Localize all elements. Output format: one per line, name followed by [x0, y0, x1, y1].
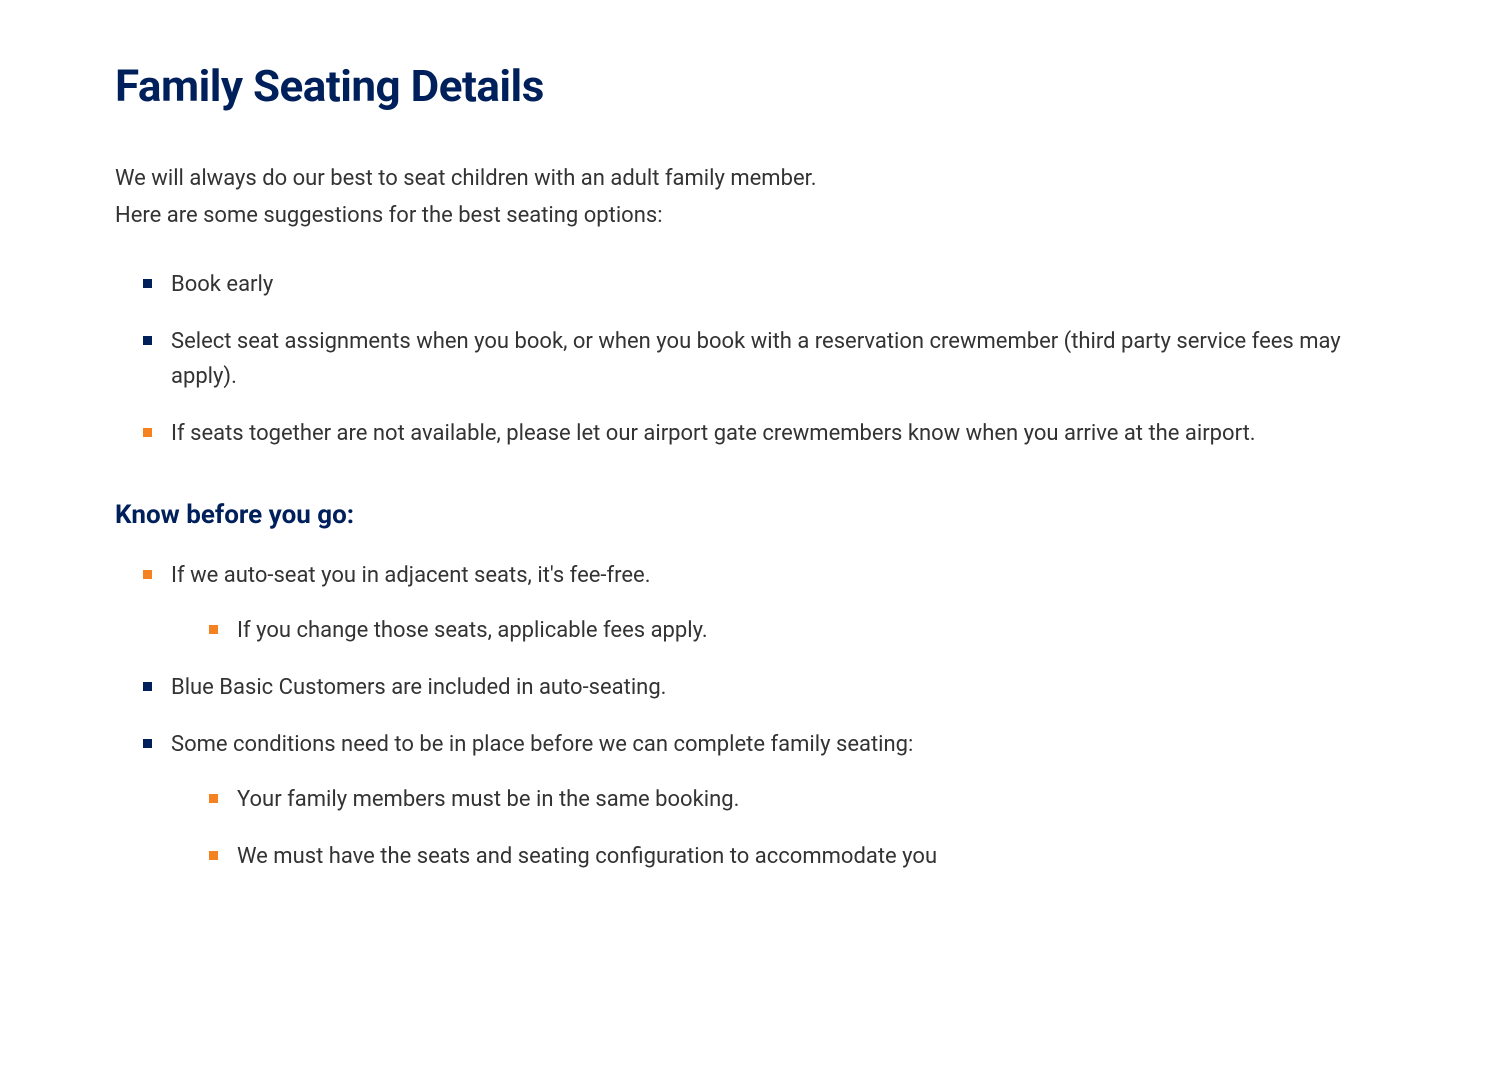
- nested-list: If you change those seats, applicable fe…: [171, 613, 1381, 648]
- list-item: If seats together are not available, ple…: [143, 416, 1381, 451]
- list-item: Some conditions need to be in place befo…: [143, 727, 1381, 875]
- list-item-text: Some conditions need to be in place befo…: [171, 732, 913, 757]
- suggestions-list: Book early Select seat assignments when …: [115, 267, 1381, 452]
- list-item: Select seat assignments when you book, o…: [143, 324, 1381, 394]
- intro-text: We will always do our best to seat child…: [115, 160, 1381, 235]
- list-item: If we auto-seat you in adjacent seats, i…: [143, 558, 1381, 648]
- page-title: Family Seating Details: [115, 60, 1381, 112]
- list-item: Your family members must be in the same …: [209, 782, 1381, 817]
- intro-line-1: We will always do our best to seat child…: [115, 166, 817, 191]
- list-item: Blue Basic Customers are included in aut…: [143, 670, 1381, 705]
- list-item-text: If we auto-seat you in adjacent seats, i…: [171, 563, 651, 588]
- know-before-list: If we auto-seat you in adjacent seats, i…: [115, 558, 1381, 875]
- list-item: Book early: [143, 267, 1381, 302]
- nested-list: Your family members must be in the same …: [171, 782, 1381, 874]
- list-item: We must have the seats and seating confi…: [209, 839, 1381, 874]
- section-heading: Know before you go:: [115, 500, 1381, 530]
- list-item: If you change those seats, applicable fe…: [209, 613, 1381, 648]
- intro-line-2: Here are some suggestions for the best s…: [115, 203, 663, 228]
